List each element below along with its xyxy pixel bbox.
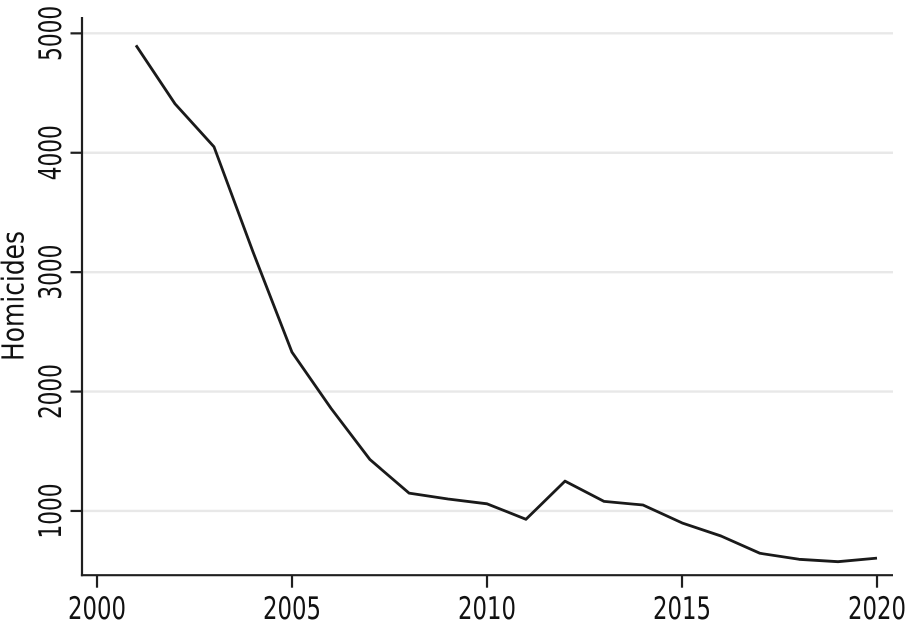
y-tick-label-4000: 4000 (33, 125, 69, 180)
y-tick-label-2000: 2000 (33, 364, 69, 419)
y-tick-label-5000: 5000 (33, 6, 69, 61)
x-axis-ticks (95, 575, 879, 588)
gridlines (83, 32, 893, 513)
y-tick-label-3000: 3000 (33, 245, 69, 300)
x-tick-label-2020: 2020 (848, 591, 906, 625)
y-axis-ticks (70, 32, 82, 513)
y-axis-title: Homicides (0, 231, 32, 361)
y-tick-label-1000: 1000 (33, 483, 69, 538)
x-tick-label-2015: 2015 (653, 591, 711, 625)
homicides-series-line (134, 44, 878, 564)
y-axis-tick-labels: 1000 2000 3000 4000 5000 (33, 6, 69, 539)
x-tick-label-2005: 2005 (263, 591, 321, 625)
x-tick-label-2010: 2010 (458, 591, 516, 625)
x-axis-tick-labels: 2000 2005 2010 2015 2020 (68, 591, 906, 625)
x-tick-label-2000: 2000 (68, 591, 126, 625)
